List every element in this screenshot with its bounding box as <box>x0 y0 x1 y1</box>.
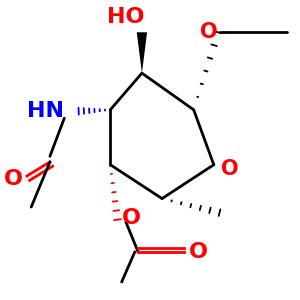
Text: O: O <box>221 159 238 179</box>
Polygon shape <box>137 32 147 73</box>
Text: O: O <box>189 242 208 262</box>
Text: HN: HN <box>27 101 64 121</box>
Text: HO: HO <box>107 7 145 27</box>
Text: O: O <box>122 208 141 228</box>
Text: O: O <box>4 169 22 189</box>
Text: O: O <box>200 22 218 42</box>
